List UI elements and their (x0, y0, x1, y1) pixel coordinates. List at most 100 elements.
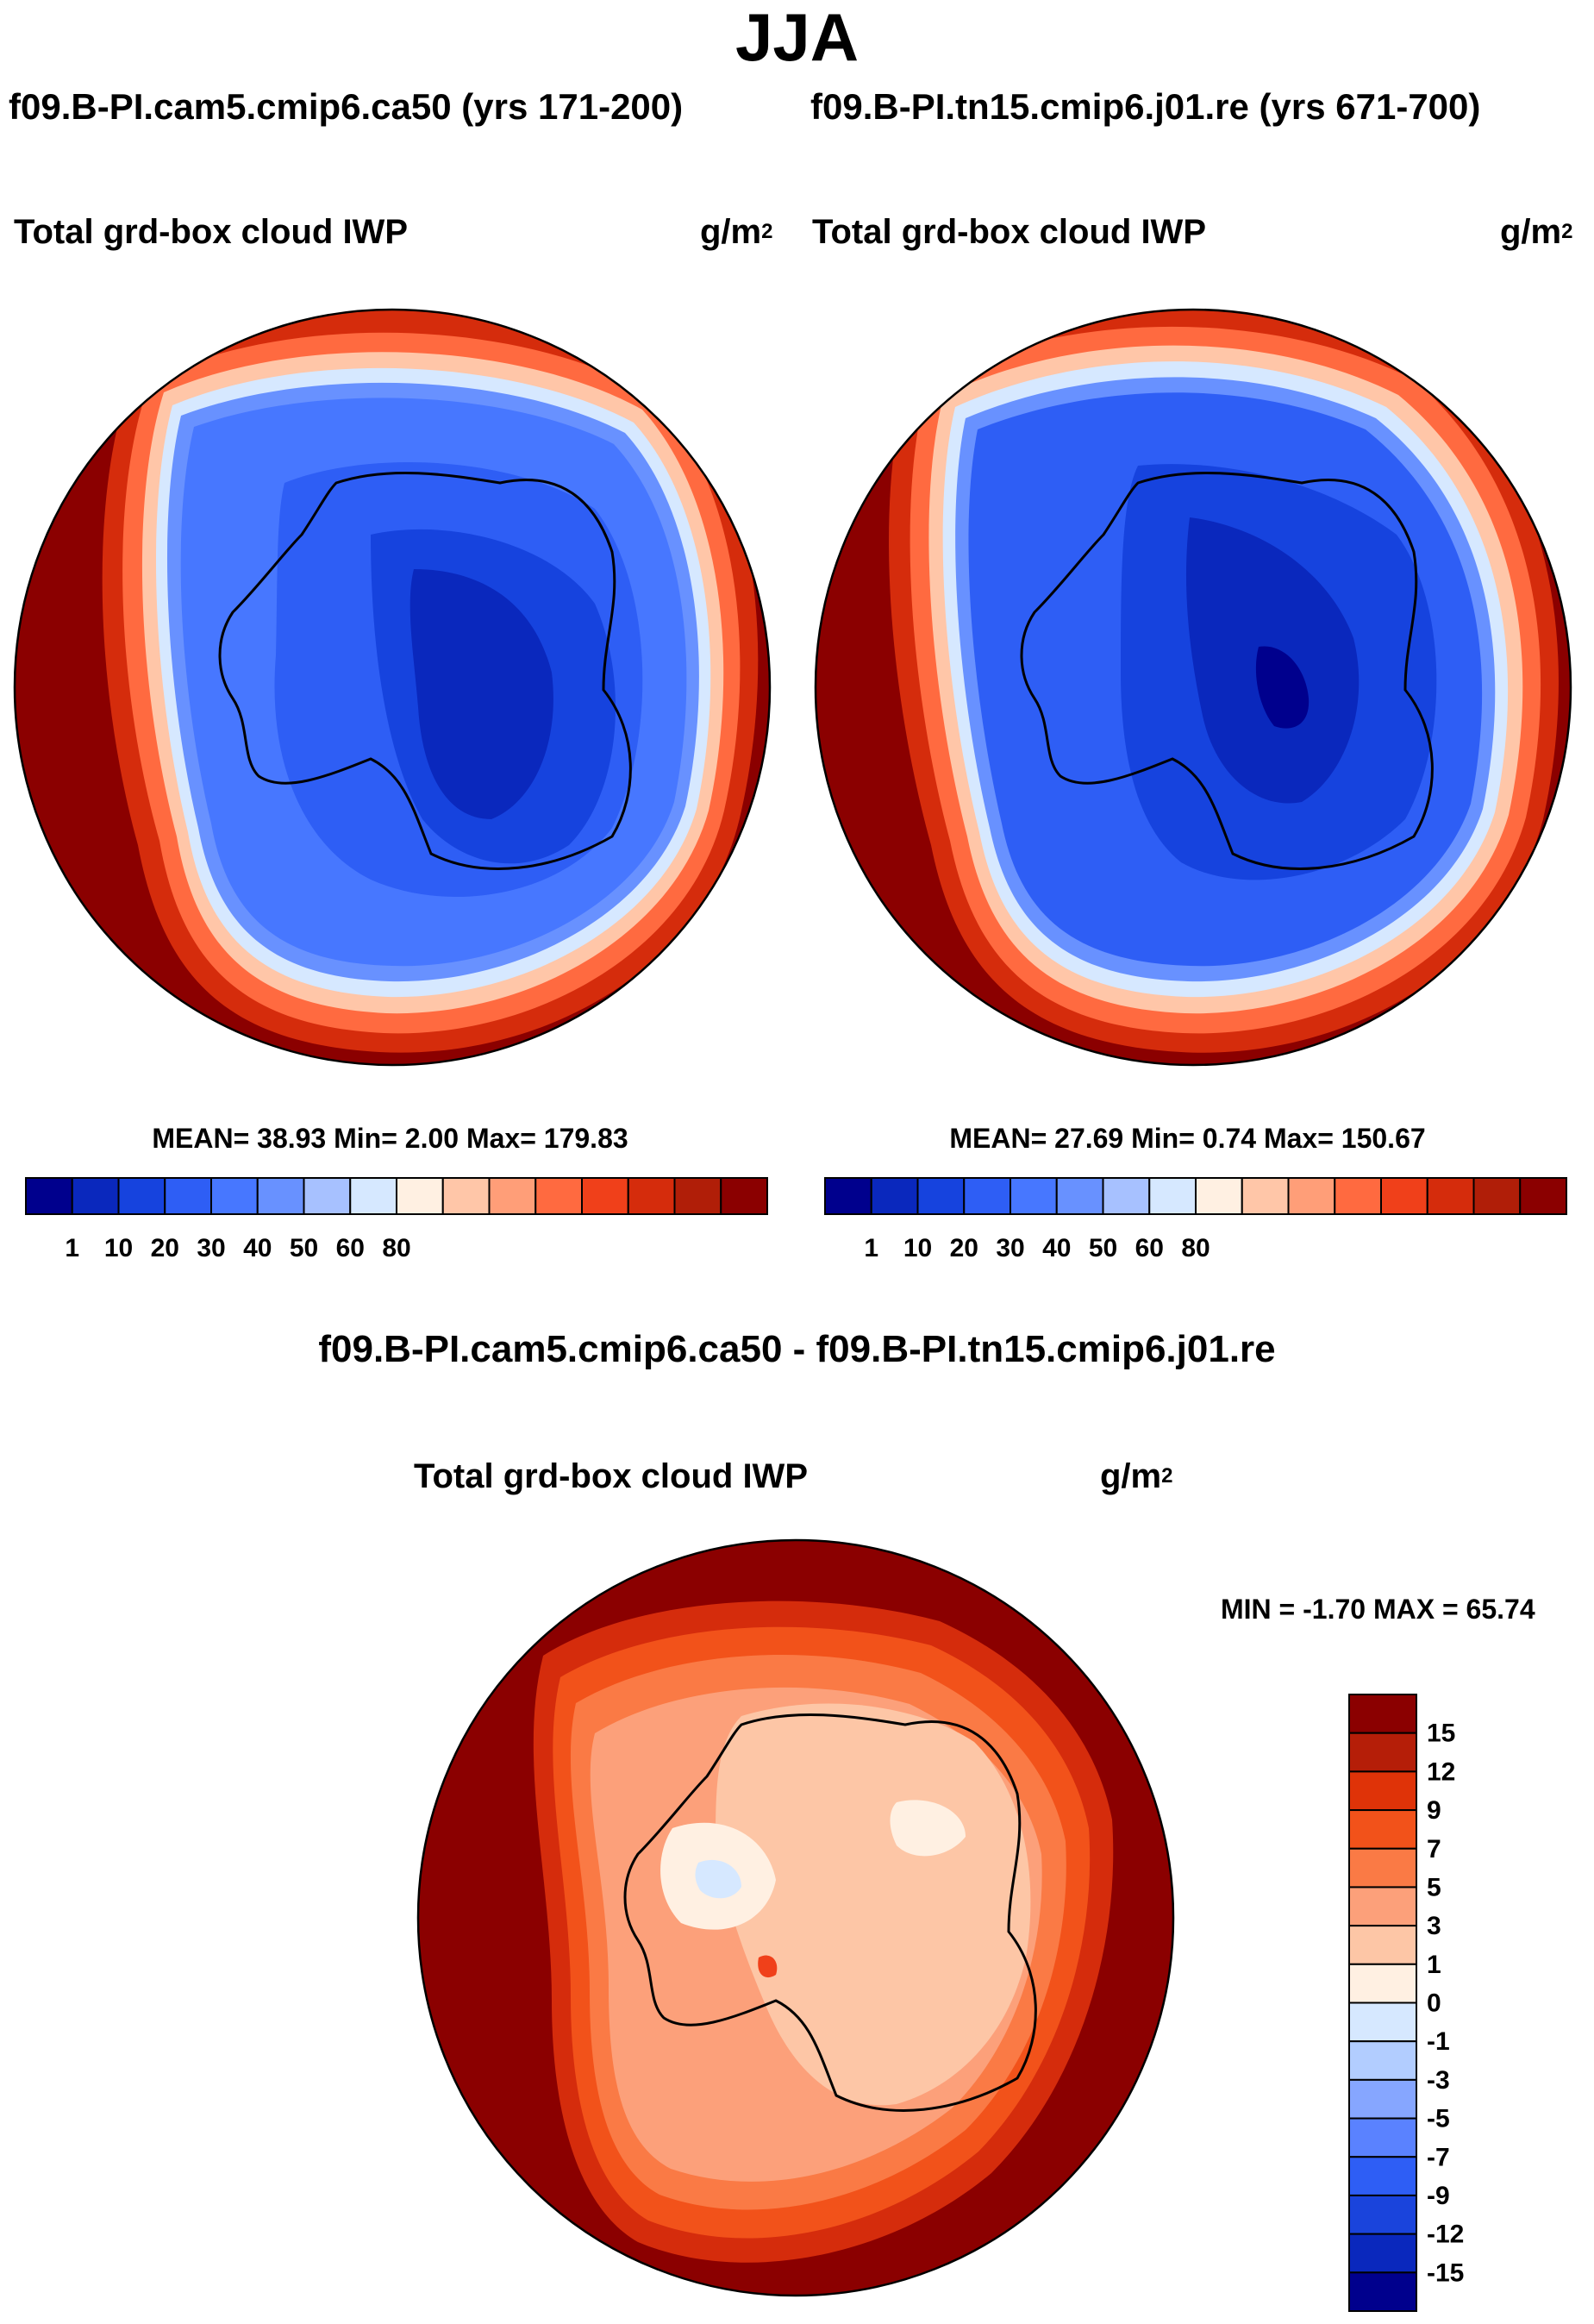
panel1-stats: MEAN= 38.93 Min= 2.00 Max= 179.83 (152, 1123, 628, 1154)
panel1-map (15, 310, 770, 1065)
colorbar-1-tick-label: 50 (290, 1234, 318, 1262)
colorbar-3-tick-label: 3 (1427, 1912, 1441, 1940)
colorbar-1-tick-label: 20 (151, 1234, 179, 1262)
colorbar-3-swatch (1348, 2117, 1417, 2158)
colorbar-2-tick-label: 20 (950, 1234, 978, 1262)
panel2-map (816, 310, 1571, 1065)
colorbar-1-swatch (441, 1177, 491, 1215)
colorbar-3-swatch (1348, 1694, 1417, 1734)
colorbar-3-tick-label: 1 (1427, 1951, 1441, 1979)
colorbar-3-swatch (1348, 2271, 1417, 2312)
colorbar-3-tick-label: -1 (1427, 2027, 1450, 2056)
colorbar-1-swatch (349, 1177, 397, 1215)
panel3-colorbar: 15 12 9 7 5 3 1 0 -1 -3 -5 -7 -9 -12 -15 (1348, 1694, 1464, 2312)
colorbar-3-tick-label: -9 (1427, 2182, 1450, 2210)
panel2-map-border (814, 308, 1572, 1067)
colorbar-3-swatch (1348, 2233, 1417, 2274)
colorbar-3-swatch (1348, 1925, 1417, 1965)
colorbar-2-swatch (1472, 1177, 1522, 1215)
colorbar-1-tick-label: 1 (65, 1234, 79, 1262)
colorbar-2-swatch (963, 1177, 1011, 1215)
panel3-map-border (416, 1538, 1175, 2297)
colorbar-1-swatch (164, 1177, 212, 1215)
panel3-map (418, 1540, 1173, 2296)
colorbar-1-swatch (71, 1177, 120, 1215)
panel1-colorbar: 1 10 20 30 40 50 60 80 (25, 1177, 768, 1262)
colorbar-1-swatch (627, 1177, 676, 1215)
colorbar-2-swatch (1287, 1177, 1336, 1215)
colorbar-3-tick-label: 9 (1427, 1796, 1441, 1825)
colorbar-2-swatch (1241, 1177, 1290, 1215)
panel1-map-border (13, 308, 772, 1067)
panel2-colorbar: 1 10 20 30 40 50 60 80 (824, 1177, 1567, 1262)
panel1-variable-label: Total grd-box cloud IWP (14, 213, 408, 251)
colorbar-1-swatch (581, 1177, 629, 1215)
colorbar-3-tick-label: -12 (1427, 2221, 1464, 2249)
panel2-stats: MEAN= 27.69 Min= 0.74 Max= 150.67 (949, 1123, 1426, 1154)
colorbar-3-swatch (1348, 1963, 1417, 2004)
colorbar-3-swatch (1348, 2040, 1417, 2081)
colorbar-3-swatch (1348, 2001, 1417, 2043)
panel2-variable-label: Total grd-box cloud IWP (812, 213, 1206, 251)
colorbar-3-swatch (1348, 1770, 1417, 1812)
colorbar-1-swatch (720, 1177, 768, 1215)
colorbar-2-swatch (1148, 1177, 1197, 1215)
panel2-units-label: g/m2 (1500, 213, 1573, 251)
colorbar-2-tick-label: 10 (903, 1234, 932, 1262)
colorbar-3-swatch (1348, 1732, 1417, 1773)
colorbar-2-swatch (1055, 1177, 1104, 1215)
colorbar-3-swatch (1348, 1886, 1417, 1927)
panel3-stats: MIN = -1.70 MAX = 65.74 (1221, 1594, 1535, 1625)
colorbar-1-swatch (488, 1177, 537, 1215)
colorbar-1-tick-label: 80 (382, 1234, 410, 1262)
colorbar-3-swatch (1348, 1809, 1417, 1850)
colorbar-3-tick-label: -7 (1427, 2143, 1450, 2171)
case-a-title: f09.B-PI.cam5.cmip6.ca50 (yrs 171-200) (9, 86, 684, 127)
panel3-variable-label: Total grd-box cloud IWP (414, 1457, 808, 1495)
colorbar-2-tick-label: 30 (996, 1234, 1024, 1262)
case-b-title: f09.B-PI.tn15.cmip6.j01.re (yrs 671-700) (810, 86, 1481, 127)
colorbar-3-tick-label: -5 (1427, 2105, 1450, 2133)
colorbar-1-swatch (25, 1177, 73, 1215)
colorbar-2-swatch (1380, 1177, 1428, 1215)
difference-title: f09.B-PI.cam5.cmip6.ca50 - f09.B-PI.tn15… (318, 1328, 1276, 1370)
colorbar-2-tick-label: 1 (864, 1234, 878, 1262)
colorbar-3-tick-label: 12 (1427, 1757, 1455, 1786)
colorbar-2-swatch (1102, 1177, 1151, 1215)
colorbar-2-tick-label: 50 (1089, 1234, 1117, 1262)
colorbar-1-swatch (396, 1177, 444, 1215)
colorbar-2-swatch (1010, 1177, 1058, 1215)
colorbar-1-tick-label: 40 (243, 1234, 272, 1262)
colorbar-1-swatch (534, 1177, 583, 1215)
colorbar-2-swatch (1195, 1177, 1243, 1215)
colorbar-1-swatch (303, 1177, 352, 1215)
colorbar-3-swatch (1348, 2156, 1417, 2196)
colorbar-2-swatch (1426, 1177, 1475, 1215)
colorbar-1-tick-label: 60 (336, 1234, 365, 1262)
panel1-units-label: g/m2 (700, 213, 773, 251)
colorbar-1-swatch (673, 1177, 722, 1215)
colorbar-2-tick-label: 40 (1042, 1234, 1071, 1262)
colorbar-2-swatch (870, 1177, 919, 1215)
colorbar-2-tick-label: 80 (1181, 1234, 1210, 1262)
panel3-units-label: g/m2 (1100, 1457, 1173, 1495)
colorbar-2-swatch (916, 1177, 966, 1215)
colorbar-1-tick-label: 30 (197, 1234, 225, 1262)
colorbar-2-swatch (1334, 1177, 1382, 1215)
colorbar-2-tick-label: 60 (1135, 1234, 1164, 1262)
colorbar-3-tick-label: 0 (1427, 1989, 1441, 2018)
colorbar-1-tick-label: 10 (104, 1234, 133, 1262)
colorbar-3-tick-label: 15 (1427, 1720, 1455, 1748)
page-title: JJA (734, 0, 860, 75)
colorbar-2-swatch (1519, 1177, 1567, 1215)
colorbar-1-swatch (256, 1177, 305, 1215)
colorbar-3-swatch (1348, 2078, 1417, 2120)
colorbar-1-swatch (210, 1177, 259, 1215)
colorbar-3-swatch (1348, 2194, 1417, 2235)
colorbar-3-tick-label: 5 (1427, 1873, 1441, 1901)
colorbar-3-swatch (1348, 1847, 1417, 1889)
colorbar-3-tick-label: 7 (1427, 1835, 1441, 1864)
colorbar-2-swatch (824, 1177, 872, 1215)
colorbar-3-tick-label: -15 (1427, 2258, 1464, 2287)
colorbar-1-swatch (117, 1177, 166, 1215)
